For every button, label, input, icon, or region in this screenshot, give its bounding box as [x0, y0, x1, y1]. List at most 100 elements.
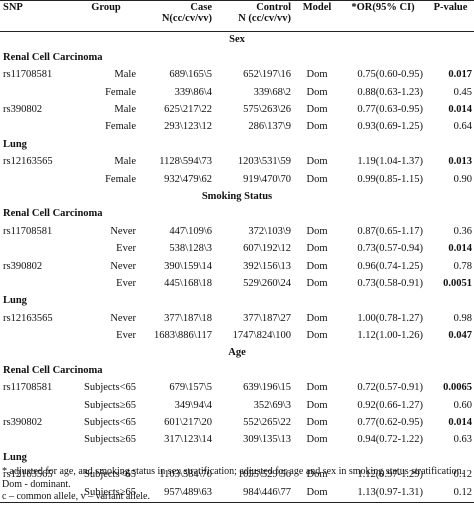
- cell-model: Dom: [306, 486, 328, 498]
- subsection-title: Renal Cell Carcinoma: [3, 208, 103, 220]
- table-row: Ever 538\128\3 607\192\12 Dom 0.73(0.57-0.94…: [0, 241, 474, 258]
- table-row: Female 339\86\4 339\68\2 Dom 0.88(0.63-1.23)…: [0, 84, 474, 101]
- cell-or: 1.13(0.97-1.31): [357, 486, 423, 498]
- cell-control: 377\187\27: [243, 312, 291, 324]
- cell-case: 293\123\12: [164, 121, 212, 133]
- cell-control: 339\68\2: [253, 86, 291, 98]
- cell-pvalue: 0.98: [453, 312, 472, 324]
- table-row: Subjects≥65 349\94\4 352\69\3 Dom 0.92(0.66-…: [0, 397, 474, 414]
- cell-pvalue: 0.017: [448, 69, 472, 81]
- cell-or: 0.73(0.58-0.91): [357, 277, 423, 289]
- cell-pvalue: 0.36: [453, 225, 472, 237]
- cell-group: Never: [110, 312, 136, 324]
- cell-control: 607\192\12: [243, 243, 291, 255]
- cell-case: 317\123\14: [164, 434, 212, 446]
- cell-case: 625\217\22: [164, 104, 212, 115]
- cell-case: 1128\594\73: [159, 156, 212, 168]
- cell-group: Male: [114, 104, 136, 115]
- cell-case: 339\86\4: [174, 86, 212, 98]
- cell-or: 0.77(0.63-0.95): [357, 104, 423, 115]
- cell-snp: rs390802: [3, 417, 43, 429]
- cell-or: 0.96(0.74-1.25): [357, 260, 423, 272]
- table-row: rs12163565 Never 377\187\18 377\187\27 Dom 1.…: [0, 310, 474, 327]
- table-row: rs390802 Subjects<65 601\217\20 552\265\22 D…: [0, 415, 474, 432]
- cell-snp: [0, 328, 70, 345]
- cell-group: Never: [110, 225, 136, 237]
- cell-group: Ever: [116, 330, 136, 342]
- cell-case: 1103\584\70: [159, 469, 212, 481]
- cell-model: Dom: [306, 104, 328, 115]
- cell-snp: [0, 171, 70, 188]
- table-row: rs12163565 Male 1128\594\73 1203\531\59 Dom 1…: [0, 154, 474, 171]
- table-row: rs390802 Male 625\217\22 575\263\26 Dom 0.77(…: [0, 102, 474, 119]
- subsection-row: Renal Cell Carcinoma: [0, 362, 474, 379]
- cell-group: Subjects<65: [83, 382, 136, 394]
- cell-or: 1.12(0.97-1.29): [357, 469, 423, 481]
- cell-case: 1683\886\117: [154, 330, 212, 342]
- cell-control: 352\69\3: [253, 399, 291, 411]
- table-body: Sex Renal Cell Carcinoma rs11708581 Male 689…: [0, 32, 474, 503]
- header-case-line1: Case: [190, 2, 212, 13]
- cell-control: 552\265\22: [243, 417, 291, 429]
- subsection-title: Renal Cell Carcinoma: [3, 364, 103, 376]
- cell-snp: [0, 275, 70, 292]
- cell-group: Male: [114, 156, 136, 168]
- table-row: rs11708581 Never 447\109\6 372\103\9 Dom 0.87…: [0, 223, 474, 240]
- cell-pvalue: 0.63: [453, 434, 472, 446]
- header-pvalue: P-value: [433, 2, 468, 13]
- cell-or: 1.00(0.78-1.27): [357, 312, 423, 324]
- cell-snp: rs12163565: [3, 469, 53, 481]
- header-case-line2: N(cc/cv/vv): [161, 12, 212, 24]
- cell-group: Male: [114, 69, 136, 81]
- cell-model: Dom: [306, 173, 328, 185]
- cell-pvalue: 0.0051: [443, 277, 472, 289]
- cell-or: 0.77(0.62-0.95): [357, 417, 423, 429]
- cell-snp: rs390802: [3, 104, 43, 115]
- table-footnotes: * adjusted for age, and smoking status i…: [2, 466, 472, 504]
- cell-pvalue: 0.0065: [443, 382, 472, 394]
- subsection-row: Renal Cell Carcinoma: [0, 49, 474, 66]
- cell-control: 1203\531\59: [237, 156, 291, 168]
- cell-control: 392\156\13: [243, 260, 291, 272]
- cell-group: Subjects≥65: [84, 399, 136, 411]
- cell-control: 1055\529\56: [237, 469, 291, 481]
- cell-group: Subjects≥65: [84, 434, 136, 446]
- cell-group: Subjects<65: [83, 417, 136, 429]
- cell-snp: rs11708581: [3, 69, 53, 81]
- cell-group: Female: [105, 86, 136, 98]
- cell-or: 1.12(1.00-1.26): [357, 330, 423, 342]
- cell-pvalue: 0.013: [448, 156, 472, 168]
- cell-model: Dom: [306, 243, 328, 255]
- cell-or: 0.72(0.57-0.91): [357, 382, 423, 394]
- cell-pvalue: 0.014: [448, 104, 472, 115]
- table-row: Ever 1683\886\117 1747\824\100 Dom 1.12(1.00…: [0, 328, 474, 345]
- cell-group: Never: [110, 260, 136, 272]
- cell-pvalue: 0.047: [448, 330, 472, 342]
- cell-model: Dom: [306, 434, 328, 446]
- section-title: Age: [228, 347, 246, 359]
- cell-pvalue: 0.12: [453, 469, 472, 481]
- cell-model: Dom: [306, 382, 328, 394]
- header-control: Control N (cc/cv/vv): [216, 1, 295, 32]
- cell-pvalue: 0.014: [448, 417, 472, 429]
- cell-case: 445\168\18: [164, 277, 212, 289]
- section-row: Age: [0, 345, 474, 362]
- cell-model: Dom: [306, 312, 328, 324]
- cell-pvalue: 0.64: [453, 121, 472, 133]
- footnote-adjustment: * adjusted for age, and smoking status i…: [2, 466, 465, 477]
- cell-group: Ever: [116, 243, 136, 255]
- cell-control: 372\103\9: [248, 225, 291, 237]
- cell-pvalue: 0.78: [453, 260, 472, 272]
- cell-group: Subjects≥65: [84, 486, 136, 498]
- cell-or: 0.99(0.85-1.15): [357, 173, 423, 185]
- cell-group: Female: [105, 173, 136, 185]
- cell-or: 0.87(0.65-1.17): [357, 225, 423, 237]
- cell-control: 529\260\24: [243, 277, 291, 289]
- cell-control: 639\196\15: [243, 382, 291, 394]
- subsection-title: Renal Cell Carcinoma: [3, 51, 103, 63]
- cell-or: 0.73(0.57-0.94): [357, 243, 423, 255]
- subsection-row: Lung: [0, 136, 474, 153]
- cell-pvalue: 0.90: [453, 173, 472, 185]
- cell-or: 0.75(0.60-0.95): [357, 69, 423, 81]
- cell-snp: rs390802: [3, 260, 43, 272]
